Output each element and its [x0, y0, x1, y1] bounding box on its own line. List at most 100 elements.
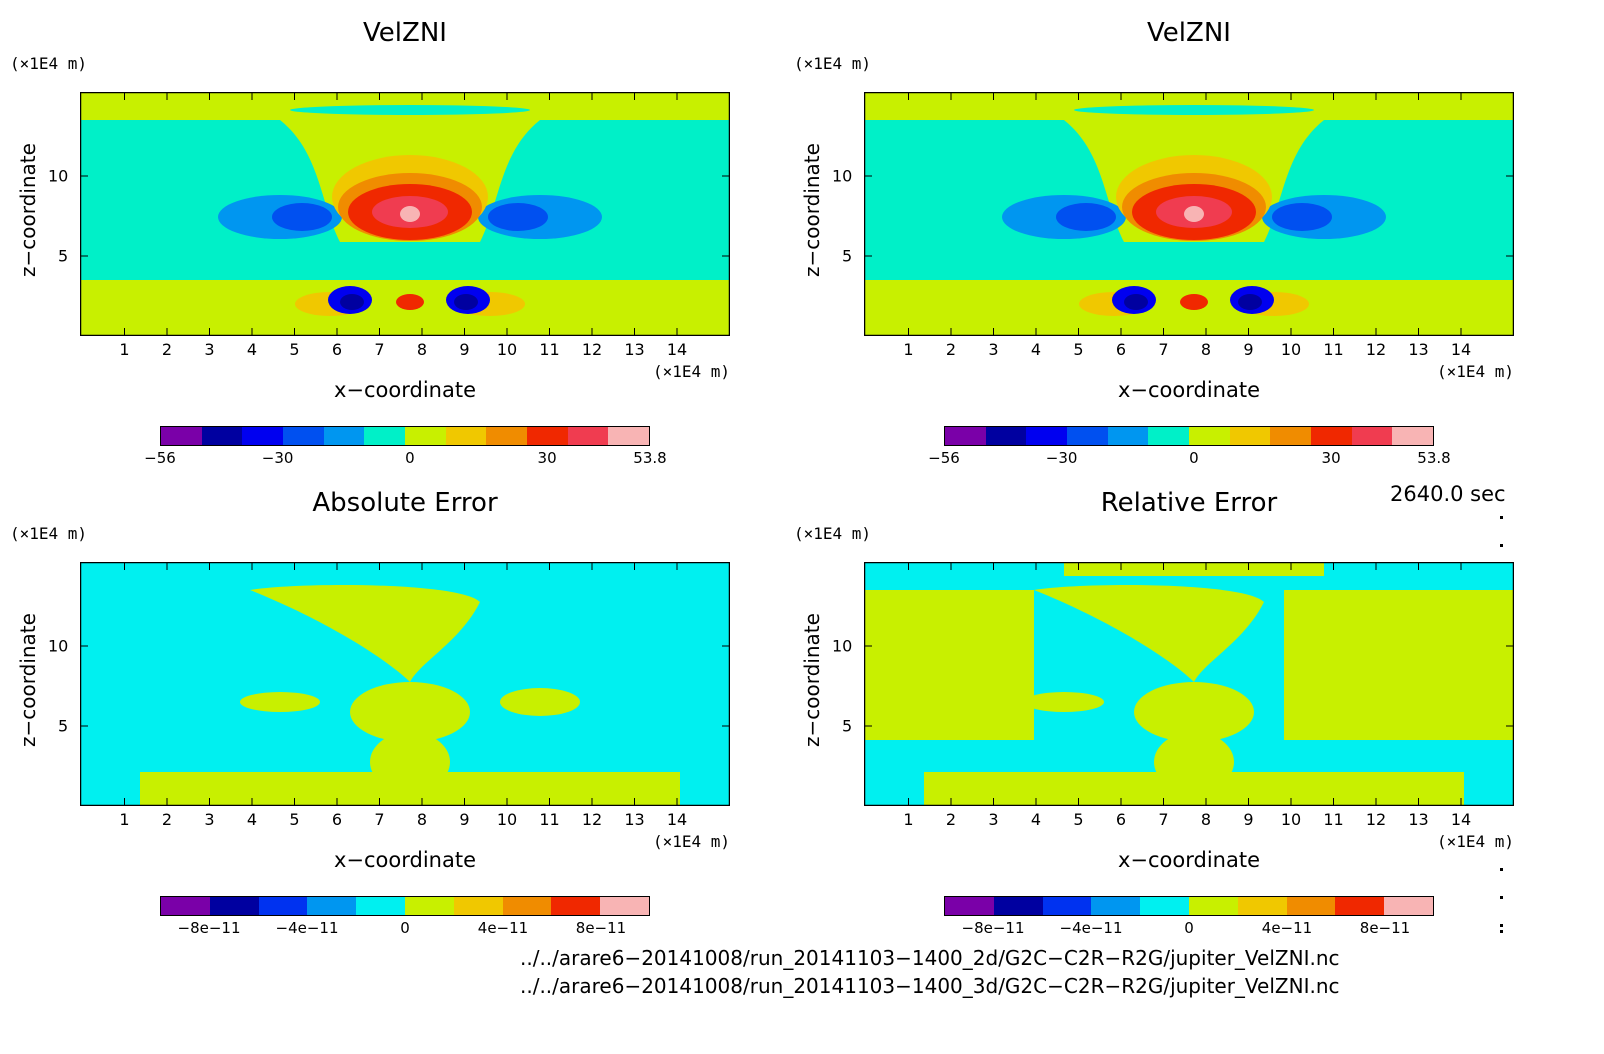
- colorbar-swatch: [1107, 427, 1149, 445]
- x-tick-label: 14: [1450, 340, 1472, 359]
- x-tick-label: 3: [204, 340, 215, 359]
- x-tick-label: 3: [988, 810, 999, 829]
- y-tick-label: 5: [842, 246, 853, 266]
- field-left-patch: [1024, 692, 1104, 712]
- y-tick-label: 5: [58, 246, 69, 266]
- x-tick-label: 7: [1158, 810, 1169, 829]
- y-unit-label: (×1E4 m): [10, 54, 88, 73]
- colorbar-swatch: [1384, 897, 1433, 915]
- colorbar-swatch: [600, 897, 649, 915]
- field-low-left-min: [340, 294, 364, 310]
- field-low-right-min: [454, 294, 478, 310]
- x-tick-label: 10: [1280, 810, 1302, 829]
- field-left-patch: [240, 692, 320, 712]
- x-tick-label: 10: [496, 340, 518, 359]
- colorbar-swatch: [985, 427, 1027, 445]
- y-tick-label: 10: [48, 166, 69, 186]
- colorbar-tick-label: 0: [400, 919, 410, 937]
- field-right-core: [488, 203, 548, 231]
- chart-panel: VelZNI (×1E4 m) (×1E4 m) z−coordinate x−coor…: [784, 0, 1564, 470]
- x-unit-label: (×1E4 m): [653, 832, 731, 851]
- colorbar-swatch: [1042, 897, 1092, 915]
- x-tick-label: 9: [1243, 810, 1254, 829]
- colorbar-swatch: [242, 427, 284, 445]
- x-tick-label: 6: [331, 340, 343, 359]
- x-tick-label: 4: [246, 810, 258, 829]
- colorbar-swatch: [993, 897, 1043, 915]
- contour-field: [864, 562, 1514, 806]
- x-tick-label: 5: [289, 810, 300, 829]
- margin-dot: [1500, 930, 1503, 933]
- x-tick-label: 4: [1030, 810, 1042, 829]
- colorbar-swatch: [1311, 427, 1352, 445]
- field-low-right-min: [1238, 294, 1262, 310]
- x-tick-label: 3: [204, 810, 215, 829]
- x-tick-label: 11: [539, 810, 560, 829]
- margin-dot: [1500, 924, 1503, 927]
- field-right-block: [1284, 590, 1514, 740]
- colorbar-tick-label: 30: [1321, 449, 1341, 467]
- x-tick-label: 9: [459, 340, 470, 359]
- colorbar-swatch: [502, 897, 552, 915]
- field-low-left-min: [1124, 294, 1148, 310]
- colorbar-tick-label: −4e−11: [275, 919, 339, 937]
- field-updraft-peak: [400, 206, 420, 222]
- file-path-2d: ../../arare6−20141008/run_20141103−1400_…: [520, 946, 1340, 970]
- field-left-core: [272, 203, 332, 231]
- time-readout: 2640.0 sec: [1390, 482, 1506, 506]
- x-tick-label: 12: [1365, 810, 1387, 829]
- x-tick-label: 3: [988, 340, 999, 359]
- colorbar-tick-label: −56: [144, 449, 176, 467]
- chart-panel: VelZNI (×1E4 m) (×1E4 m) z−coordinate x−coor…: [0, 0, 780, 470]
- plot-frame: [80, 562, 730, 806]
- colorbar-swatch: [1351, 427, 1393, 445]
- y-axis-label: z−coordinate: [16, 613, 40, 747]
- field-right-patch: [500, 688, 580, 716]
- y-tick-label: 10: [48, 636, 69, 656]
- x-axis-label: x−coordinate: [1117, 378, 1261, 402]
- x-tick-label: 4: [246, 340, 258, 359]
- colorbar-swatch: [567, 427, 609, 445]
- x-tick-label: 7: [374, 340, 385, 359]
- y-tick-label: 10: [832, 636, 853, 656]
- plot-frame: [80, 92, 730, 336]
- colorbar-swatch: [209, 897, 259, 915]
- field-right-patch: [1284, 688, 1364, 716]
- x-tick-label: 5: [1073, 340, 1084, 359]
- colorbar-swatch: [1229, 427, 1271, 445]
- colorbar-tick-label: 4e−11: [477, 919, 529, 937]
- colorbar-swatch: [1392, 427, 1434, 445]
- colorbar-swatch: [323, 427, 365, 445]
- x-tick-label: 8: [416, 810, 428, 829]
- colorbar-swatch: [1140, 897, 1189, 915]
- colorbar-tick-label: 53.8: [633, 449, 667, 467]
- y-unit-label: (×1E4 m): [794, 524, 872, 543]
- margin-dot: [1500, 516, 1503, 519]
- field-bottom-center: [370, 732, 450, 792]
- colorbar-tick-label: 0: [405, 449, 415, 467]
- colorbar: [160, 426, 650, 446]
- field-top-lens: [290, 105, 530, 115]
- x-tick-label: 6: [1115, 810, 1127, 829]
- x-tick-label: 5: [289, 340, 300, 359]
- x-tick-label: 2: [945, 340, 957, 359]
- colorbar-swatch: [1091, 897, 1141, 915]
- colorbar-swatch: [945, 427, 986, 445]
- colorbar-swatch: [161, 427, 202, 445]
- x-tick-label: 2: [945, 810, 957, 829]
- colorbar-tick-label: 30: [537, 449, 557, 467]
- colorbar-swatch: [1067, 427, 1108, 445]
- colorbar-swatch: [1188, 897, 1238, 915]
- margin-dot: [1500, 544, 1503, 547]
- colorbar-swatch: [1026, 427, 1068, 445]
- x-tick-label: 1: [119, 340, 130, 359]
- plot-frame: [864, 562, 1514, 806]
- margin-dot: [1500, 868, 1503, 871]
- file-path-3d: ../../arare6−20141008/run_20141103−1400_…: [520, 974, 1340, 998]
- x-tick-label: 2: [161, 340, 173, 359]
- colorbar-swatch: [1237, 897, 1287, 915]
- y-unit-label: (×1E4 m): [794, 54, 872, 73]
- contour-field: [80, 92, 730, 336]
- x-tick-label: 1: [903, 810, 914, 829]
- colorbar-swatch: [551, 897, 601, 915]
